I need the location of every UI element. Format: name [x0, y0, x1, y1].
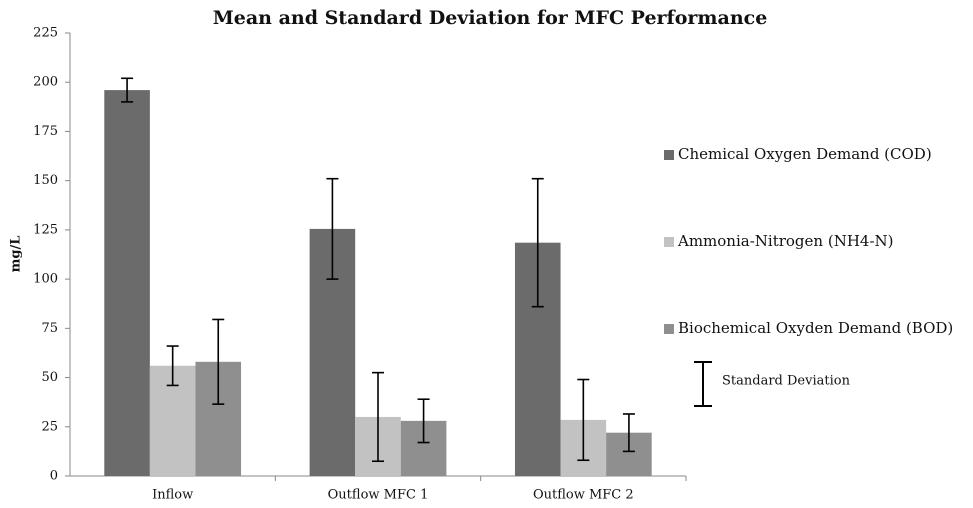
x-tick-label: Outflow MFC 1 [328, 488, 429, 503]
y-tick-label: 50 [41, 370, 58, 385]
error-bar [417, 398, 430, 444]
legend-error-symbol [694, 361, 712, 407]
y-tick-label: 125 [33, 222, 58, 237]
error-bar [531, 177, 544, 308]
y-tick-label: 100 [33, 272, 58, 287]
error-bar [372, 371, 384, 463]
error-bar [326, 177, 339, 280]
chart-title: Mean and Standard Deviation for MFC Perf… [213, 7, 768, 29]
legend-label: Standard Deviation [722, 374, 851, 389]
legend-label: Ammonia-Nitrogen (NH4-N) [677, 232, 894, 250]
error-bar [212, 318, 225, 405]
y-axis-label: mg/L [9, 236, 24, 273]
legend-label: Chemical Oxygen Demand (COD) [678, 145, 932, 163]
legend-label: Biochemical Oxyden Demand (BOD) [678, 319, 953, 337]
bar [104, 90, 150, 476]
error-bar [577, 378, 590, 462]
error-bar [166, 345, 179, 387]
error-bar [121, 77, 134, 103]
y-tick-label: 225 [33, 26, 58, 41]
y-tick-label: 150 [33, 173, 58, 188]
legend-swatch [664, 237, 674, 247]
y-tick-label: 175 [33, 124, 58, 139]
y-tick-label: 200 [33, 75, 58, 90]
y-tick-label: 0 [50, 469, 58, 484]
error-bar [622, 413, 635, 453]
legend-swatch [664, 324, 674, 334]
x-tick-label: Outflow MFC 2 [533, 488, 634, 503]
y-tick-label: 75 [41, 321, 58, 336]
y-tick-label: 25 [41, 419, 58, 434]
x-tick-label: Inflow [152, 488, 193, 503]
legend-swatch [664, 150, 674, 160]
